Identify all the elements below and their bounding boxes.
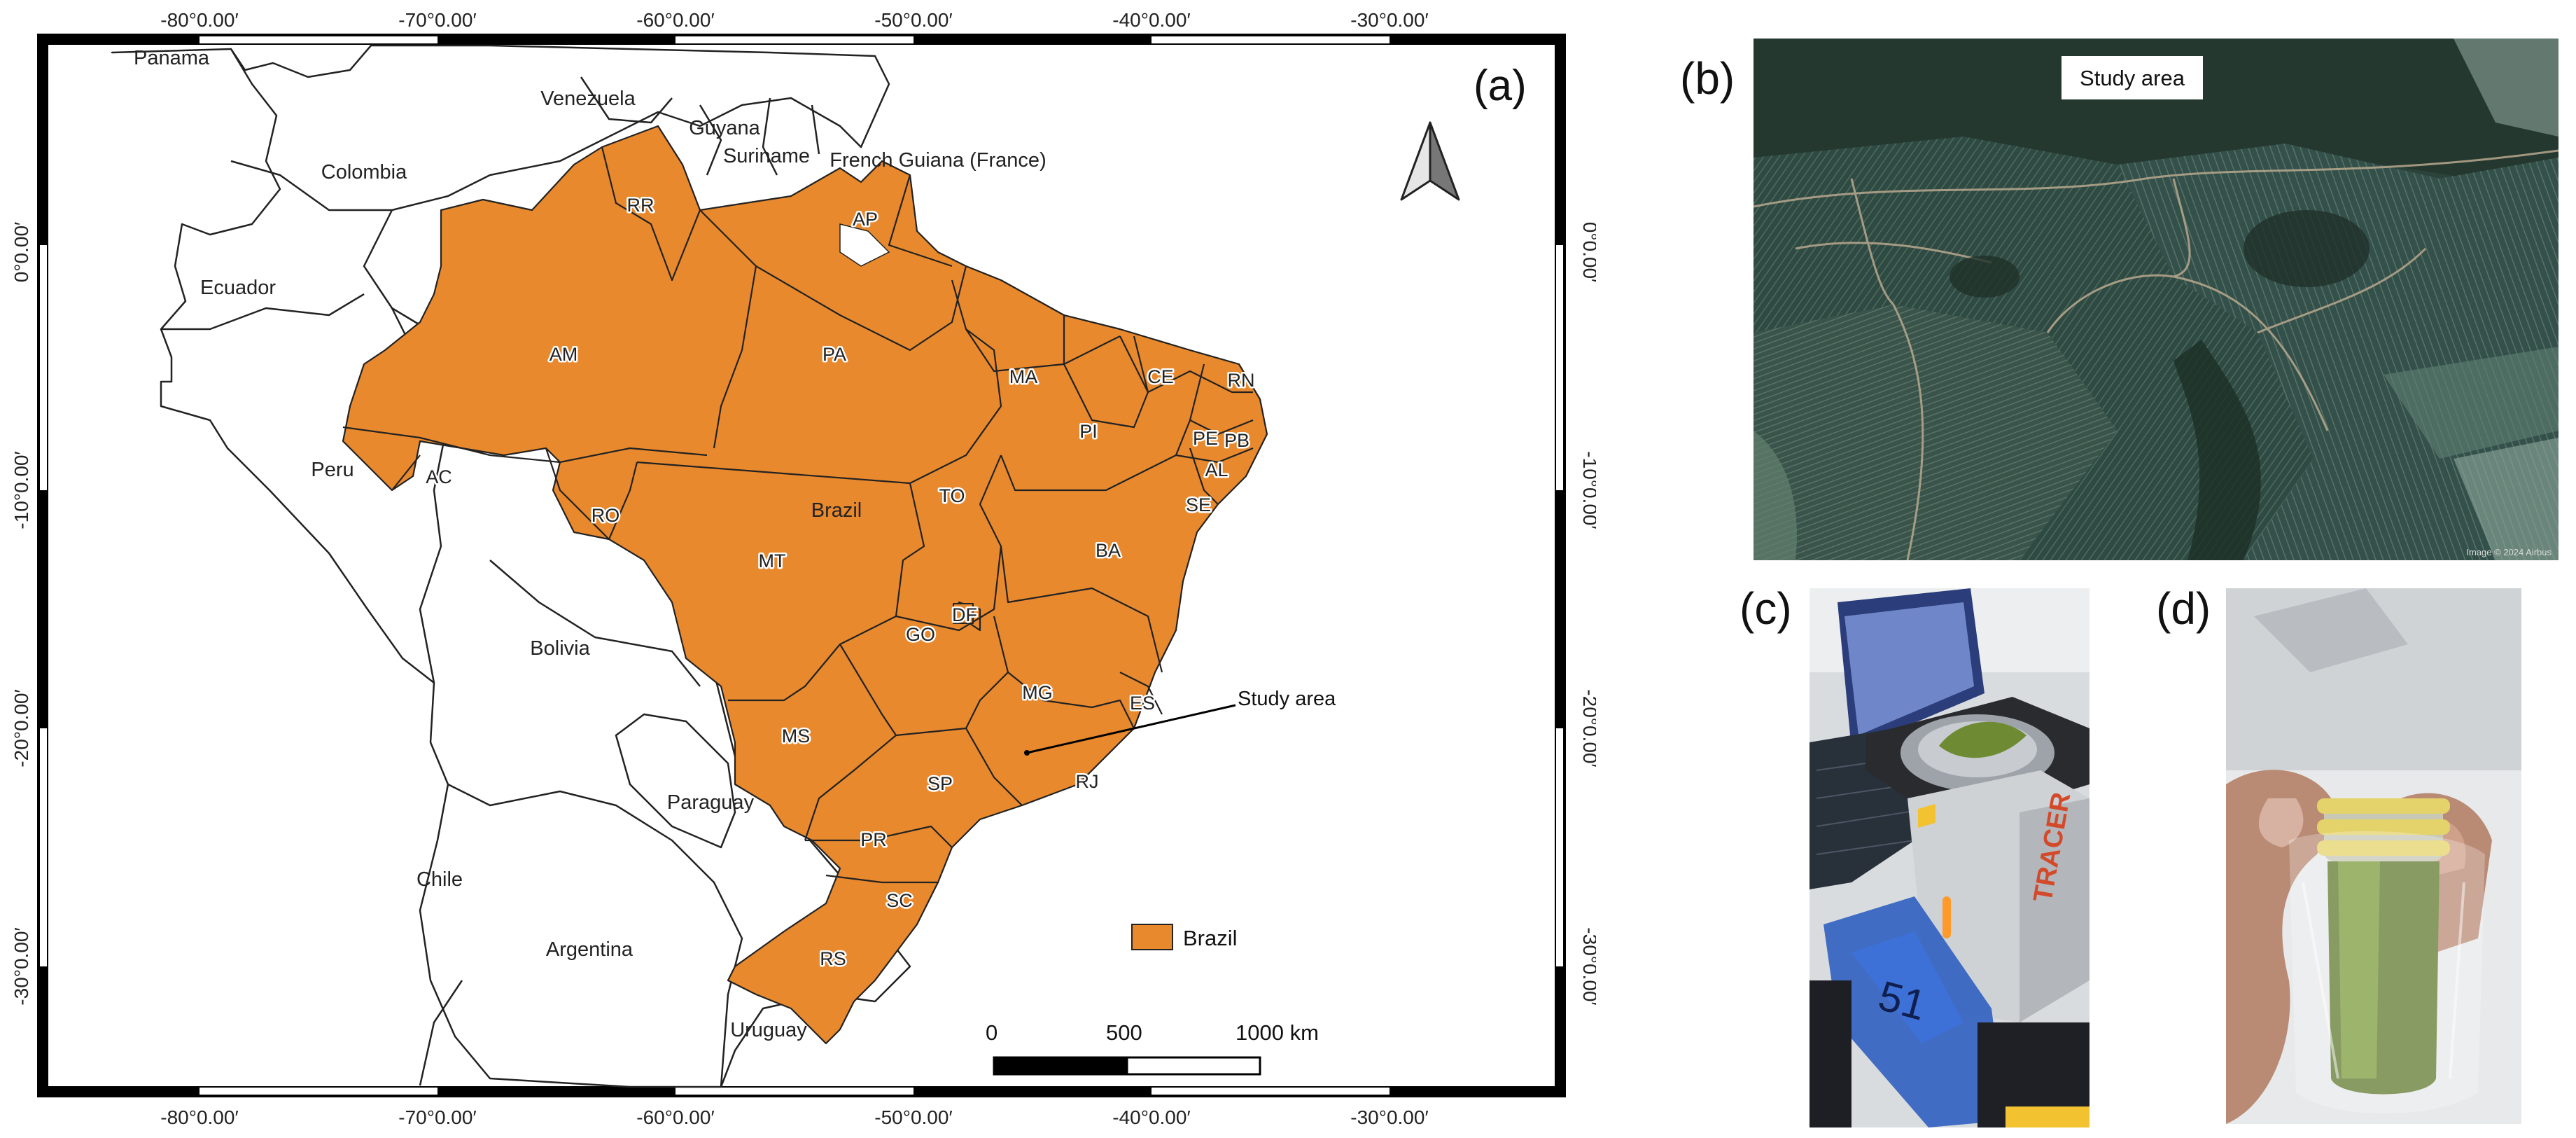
map-border-ticks [38,35,1564,1096]
lon-tick-bottom-2: -70°0.00′ [398,1106,476,1128]
state-pe: PE [1193,428,1218,449]
study-area-photo-label: Study area [2080,66,2185,90]
coffee-plantation-image: Study area Image © 2024 Airbus [1754,39,2558,560]
panel-label-b: (b) [1680,53,1735,104]
scale-label-0: 0 [986,1020,997,1045]
panel-label-d: (d) [2156,583,2211,634]
label-colombia: Colombia [321,161,407,183]
state-mt: MT [759,550,786,571]
label-suriname: Suriname [723,145,810,167]
lon-tick-bottom-5: -40°0.00′ [1112,1106,1190,1128]
label-chile: Chile [416,868,463,891]
lat-tick-left-3: -20°0.00′ [10,689,32,767]
lon-tick-top-3: -60°0.00′ [636,9,714,31]
lat-tick-left-4: -30°0.00′ [10,927,32,1005]
lon-tick-top-6: -30°0.00′ [1350,9,1428,31]
north-arrow-icon [1400,121,1460,201]
scale-label-1000: 1000 km [1236,1020,1319,1045]
study-area-map-label: Study area [1238,688,1336,710]
legend-label-brazil: Brazil [1183,926,1238,950]
lat-tick-right-3: -20°0.00′ [1579,689,1596,767]
imagery-credit: Image © 2024 Airbus [2466,547,2552,557]
state-ce: CE [1147,366,1174,387]
state-se: SE [1186,494,1211,515]
state-am: AM [550,344,578,365]
state-pi: PI [1079,421,1098,442]
state-mg: MG [1022,682,1053,703]
label-guyana: Guyana [689,117,760,139]
lon-tick-top-5: -40°0.00′ [1112,9,1190,31]
label-paraguay: Paraguay [667,791,755,814]
state-sc: SC [886,890,913,911]
sample-vial-photo [2226,588,2521,1124]
label-venezuela: Venezuela [540,88,636,110]
lon-tick-bottom-4: -50°0.00′ [874,1106,952,1128]
state-pb: PB [1224,430,1250,451]
lat-tick-right-1: 0°0.00′ [1579,222,1596,283]
lat-tick-left-1: 0°0.00′ [10,222,32,283]
lat-tick-right-2: -10°0.00′ [1579,451,1596,529]
state-rj: RJ [1076,771,1099,792]
label-french-guiana: French Guiana (France) [830,149,1046,172]
label-ecuador: Ecuador [200,277,276,299]
state-ap: AP [853,209,878,230]
df-box [953,603,974,624]
state-ro: RO [592,505,620,526]
state-rn: RN [1228,370,1255,391]
lon-tick-top-1: -80°0.00′ [160,9,238,31]
label-argentina: Argentina [546,938,634,961]
panel-label-c: (c) [1740,583,1792,634]
lon-tick-bottom-6: -30°0.00′ [1350,1106,1428,1128]
scale-label-500: 500 [1106,1020,1142,1045]
lat-tick-left-2: -10°0.00′ [10,451,32,529]
brazil-outline [342,125,1268,1045]
state-rs: RS [820,948,846,969]
state-pa: PA [822,344,846,365]
state-rr: RR [627,195,654,216]
xrf-analyzer-photo: TRACER 51 [1809,588,2090,1127]
state-es: ES [1130,693,1155,714]
study-area-point [1024,750,1030,756]
state-to: TO [939,485,965,506]
lon-tick-top-2: -70°0.00′ [398,9,476,31]
study-area-box [2062,56,2203,99]
state-ba: BA [1096,540,1121,561]
lon-tick-bottom-1: -80°0.00′ [160,1106,238,1128]
state-df: DF [952,604,977,625]
label-brazil: Brazil [811,499,862,522]
label-uruguay: Uruguay [730,1019,807,1041]
state-ms: MS [782,726,811,747]
label-bolivia: Bolivia [530,637,590,660]
scale-bar [993,1056,1261,1076]
lon-tick-bottom-3: -60°0.00′ [636,1106,714,1128]
state-ma: MA [1009,366,1038,387]
study-area-leader-line [1026,704,1236,754]
label-panama: Panama [134,47,210,69]
lat-tick-right-4: -30°0.00′ [1579,927,1596,1005]
aerial-photo: Study area Image © 2024 Airbus [1754,39,2558,560]
state-sp: SP [927,773,953,794]
brazil-location-map: -80°0.00′ -70°0.00′ -60°0.00′ -50°0.00′ … [10,9,1596,1128]
label-peru: Peru [311,459,354,481]
lon-tick-top-4: -50°0.00′ [874,9,952,31]
state-al: AL [1205,459,1228,480]
panel-label-a: (a) [1474,62,1527,110]
state-ac: AC [426,466,452,487]
state-go: GO [906,624,935,645]
brazil-states [342,125,1268,1045]
state-pr: PR [860,829,887,850]
legend-swatch-brazil [1131,924,1173,950]
marajo-island [839,223,890,267]
